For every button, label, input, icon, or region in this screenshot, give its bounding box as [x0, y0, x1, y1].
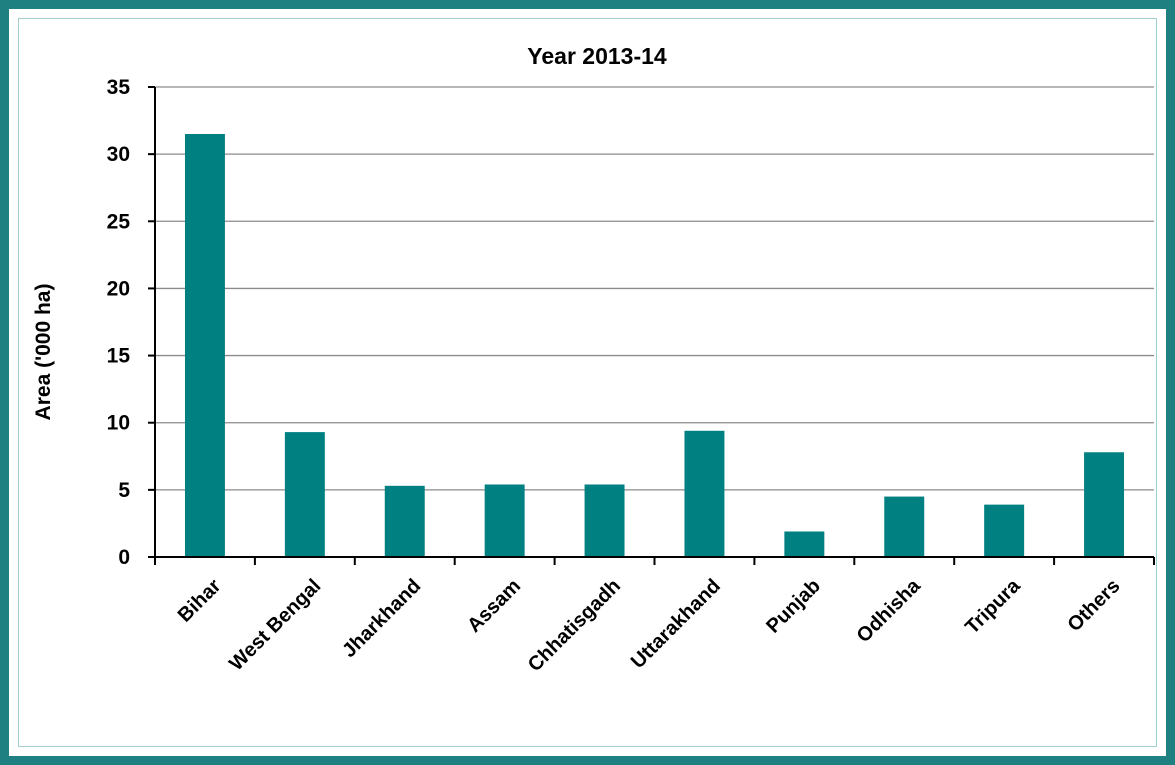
y-tick-labels: 0 5 10 15 20 25 30 35	[107, 76, 131, 569]
axes	[148, 86, 1155, 565]
chart-inner-border	[18, 18, 1157, 747]
chart-title: Year 2013-14	[527, 43, 667, 69]
y-tick-label: 15	[107, 345, 131, 368]
x-tick-label: Chhatisgadh	[524, 575, 625, 676]
bar-bihar	[184, 134, 225, 557]
bar-assam	[484, 484, 525, 557]
x-tick-label: Uttarakhand	[627, 575, 725, 673]
x-tick-label: Others	[1063, 575, 1124, 636]
x-tick-label: Punjab	[762, 575, 825, 638]
x-tick-label: Jharkhand	[338, 575, 425, 662]
y-tick-label: 25	[107, 210, 131, 233]
x-tick-label: Odhisha	[853, 574, 926, 647]
bars	[184, 134, 1125, 557]
x-tick-label: Tripura	[961, 574, 1025, 638]
x-tick-label: Bihar	[174, 575, 226, 627]
y-tick-label: 35	[107, 76, 131, 99]
y-tick-label: 10	[107, 412, 130, 435]
x-tick-labels: Bihar West Bengal Jharkhand AssamChhatisgad…	[174, 574, 1125, 676]
y-axis-label: Area ('000 ha)	[32, 284, 55, 421]
x-tick-label: West Bengal	[225, 575, 325, 675]
bar-tripura	[984, 504, 1025, 557]
y-tick-label: 0	[118, 546, 130, 569]
bar-odhisha	[884, 496, 925, 557]
bar-chhatisgadh	[584, 484, 625, 557]
y-tick-label: 30	[107, 143, 130, 166]
y-tick-label: 5	[118, 479, 130, 502]
bar-jharkhand	[384, 485, 425, 557]
bar-west-bengal	[284, 432, 325, 557]
bar-others	[1084, 452, 1125, 557]
bar-uttarakhand	[684, 430, 725, 557]
gridlines	[155, 86, 1154, 491]
bar-punjab	[784, 531, 825, 557]
y-tick-label: 20	[107, 277, 130, 300]
x-tick-label: Assam	[463, 575, 525, 637]
